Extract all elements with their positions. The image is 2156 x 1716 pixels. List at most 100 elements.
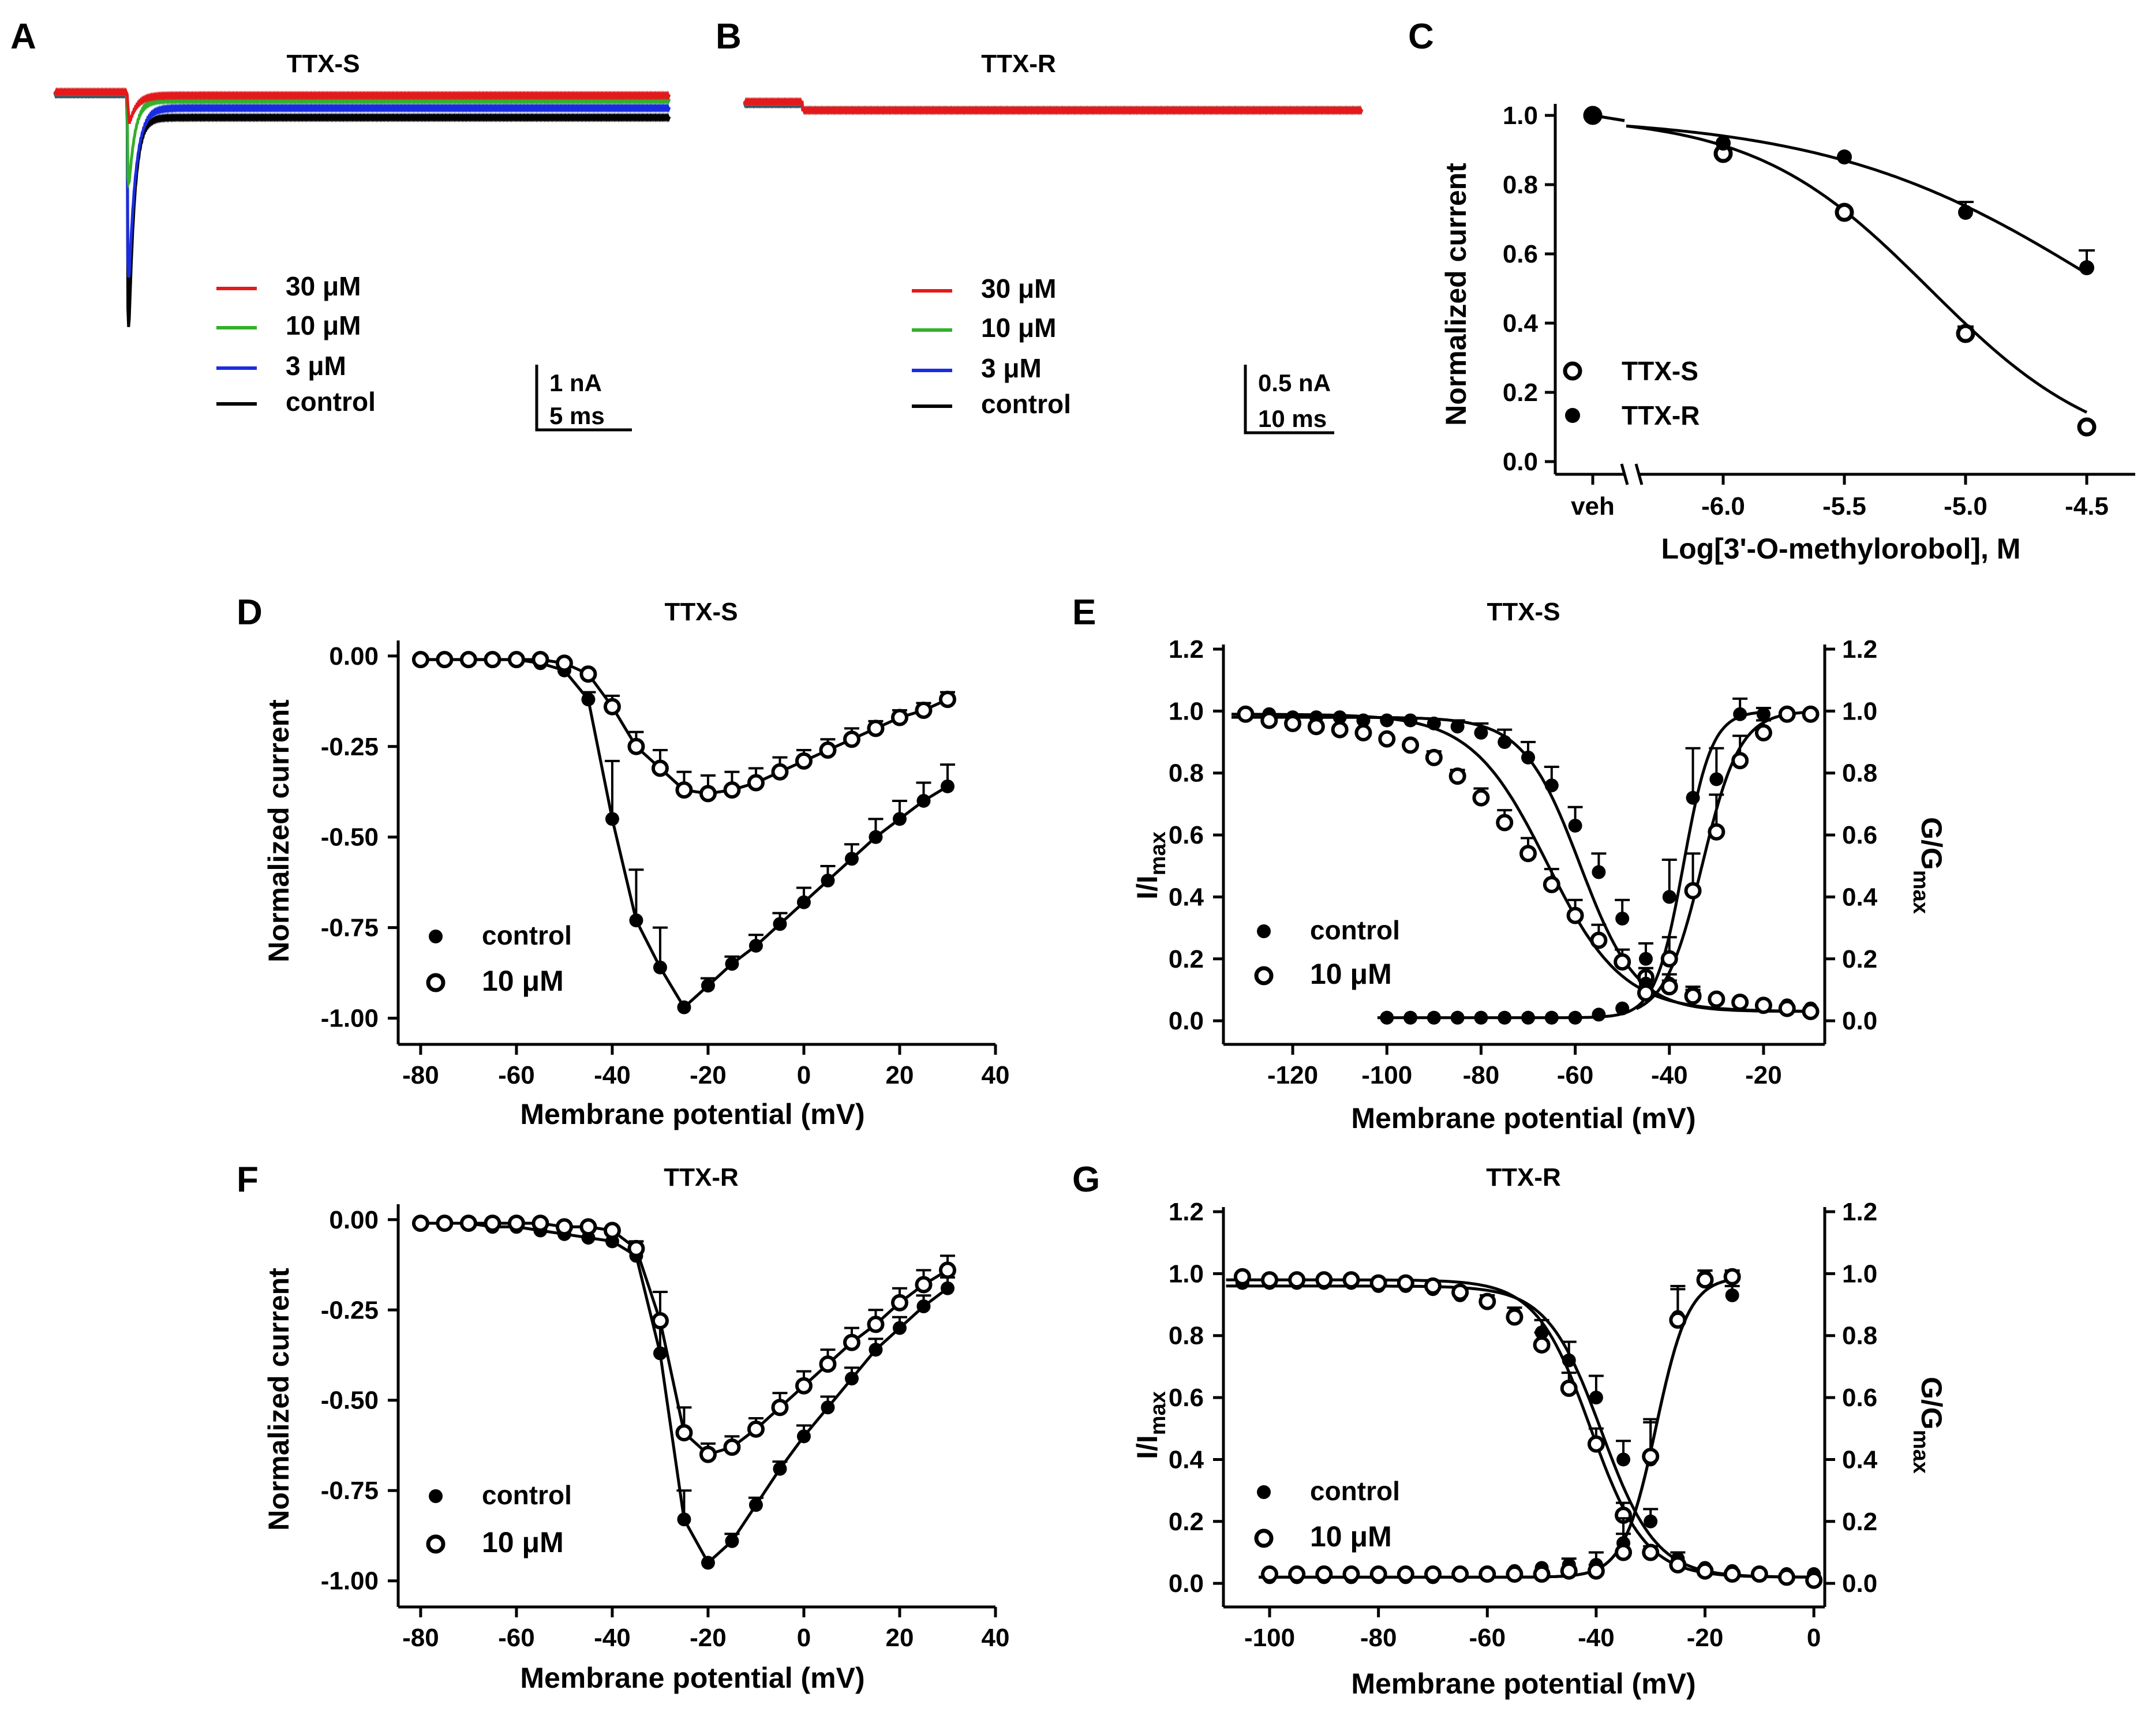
g-point-open [1288,1271,1306,1289]
d-point-filled [653,960,667,975]
c-xtick-label: -4.5 [2065,492,2109,520]
e-x-axis-label: Membrane potential (mV) [1351,1102,1695,1134]
f-y-axis-label-main: Normalized current [263,1268,295,1531]
d-point-open [771,763,789,781]
d-point-open [411,651,429,669]
e-y-axis-right-label-main: G/G [1915,817,1948,870]
e-xtick-label: -60 [1557,1061,1594,1089]
g-xtick-label: -60 [1469,1624,1506,1652]
f-point-filled [653,1346,667,1361]
f-xtick-label: -20 [690,1624,727,1652]
e-point-open [1425,748,1443,766]
e-point-filled [1592,865,1606,879]
e-point-open [1754,724,1772,741]
c-ytick-label: 0.6 [1503,240,1538,268]
g-ytick-right-label: 1.0 [1842,1260,1877,1288]
f-point-open [938,1261,956,1279]
g-point-open [1424,1277,1442,1295]
e-point-open [1284,714,1302,732]
g-point-open [1615,1543,1633,1561]
f-point-open [555,1218,573,1236]
d-point-filled [844,852,859,866]
trace-a-2 [53,88,671,278]
e-ytick-label: 0.4 [1169,883,1204,911]
f-x-axis-label: Membrane potential (mV) [520,1662,864,1694]
e-ytick-right-label: 1.0 [1842,697,1877,725]
d-ytick-label: -0.50 [321,823,379,852]
d-ytick-label: -0.25 [321,733,379,761]
f-xtick-label: -80 [402,1624,439,1652]
c-point [1956,324,1975,343]
d-line-0 [420,658,949,1010]
c-point [1835,203,1854,222]
g-point-open [1696,1562,1714,1580]
f-point-filled [773,1462,787,1476]
d-point-open [555,654,573,672]
g-point-filled [1644,1514,1658,1528]
f-point-open [747,1420,765,1438]
e-xtick-label: -100 [1361,1061,1412,1089]
c-point [1837,149,1852,164]
e-point-open [1731,752,1749,770]
e-point-filled [1615,912,1630,926]
f-point-filled [748,1498,763,1512]
e-ytick-right-label: 0.4 [1842,883,1878,911]
d-point-open [938,691,956,709]
f-legend-label: control [482,1480,572,1510]
e-point-filled [1498,1010,1512,1025]
e-point-filled [1450,1010,1465,1025]
d-point-open [795,752,813,770]
e-point-open [1590,931,1608,949]
f-legend-label: 10 μM [482,1526,564,1558]
scale-bar-a [535,365,632,432]
d-y-axis-label: Normalized current [263,699,295,962]
c-xtick-veh-label: veh [1571,492,1615,520]
e-point-filled [1474,725,1488,740]
trace-a-3 [53,88,671,189]
g-point-open [1451,1565,1469,1583]
g-y-axis-right-label-sub: max [1908,1430,1933,1474]
g-legend-label: 10 μM [1310,1520,1392,1553]
g-point-open [1587,1435,1605,1453]
panel-label-f: F [237,1160,259,1200]
g-ytick-label: 0.6 [1169,1384,1204,1412]
f-point-filled [677,1512,691,1527]
g-point-open [1560,1379,1578,1397]
f-ytick-label: -0.75 [321,1477,379,1505]
d-xtick-label: -60 [498,1061,535,1089]
f-point-open [484,1215,501,1232]
f-point-filled [821,1400,835,1415]
g-point-open [1669,1311,1687,1329]
g-point-open [1478,1565,1496,1583]
f-point-open [507,1215,525,1232]
d-point-open [675,781,693,799]
c-axis-break [1634,463,1644,485]
f-y-axis-label: Normalized current [263,1268,295,1531]
e-point-open [1731,993,1749,1011]
e-point-open [1402,736,1420,754]
e-point-filled [1544,778,1559,793]
c-x-axis-label: Log[3'-O-methylorobol], M [1661,533,2021,565]
g-ytick-label: 0.4 [1169,1445,1204,1474]
d-point-filled [821,874,835,888]
e-point-filled [1662,890,1676,904]
e-y-axis-right-label: G/Gmax [1908,817,1948,914]
d-point-open [819,741,837,759]
f-point-open [603,1222,621,1239]
f-point-open [915,1276,933,1294]
g-ytick-label: 0.8 [1169,1322,1204,1350]
g-point-open [1506,1308,1524,1326]
e-point-open [1684,882,1702,900]
g-point-open [1669,1556,1687,1573]
c-ytick-label: 0.0 [1503,448,1538,476]
legend-label-a: control [286,387,376,417]
scale-bar-y-label: 0.5 nA [1258,369,1331,396]
f-point-open [771,1399,789,1417]
e-point-open [1354,724,1372,741]
e-point-open [1660,950,1678,968]
c-point [1716,136,1731,151]
d-point-filled [892,812,907,826]
c-y-axis-label: Normalized current [1440,163,1472,426]
e-point-filled [1756,707,1771,721]
